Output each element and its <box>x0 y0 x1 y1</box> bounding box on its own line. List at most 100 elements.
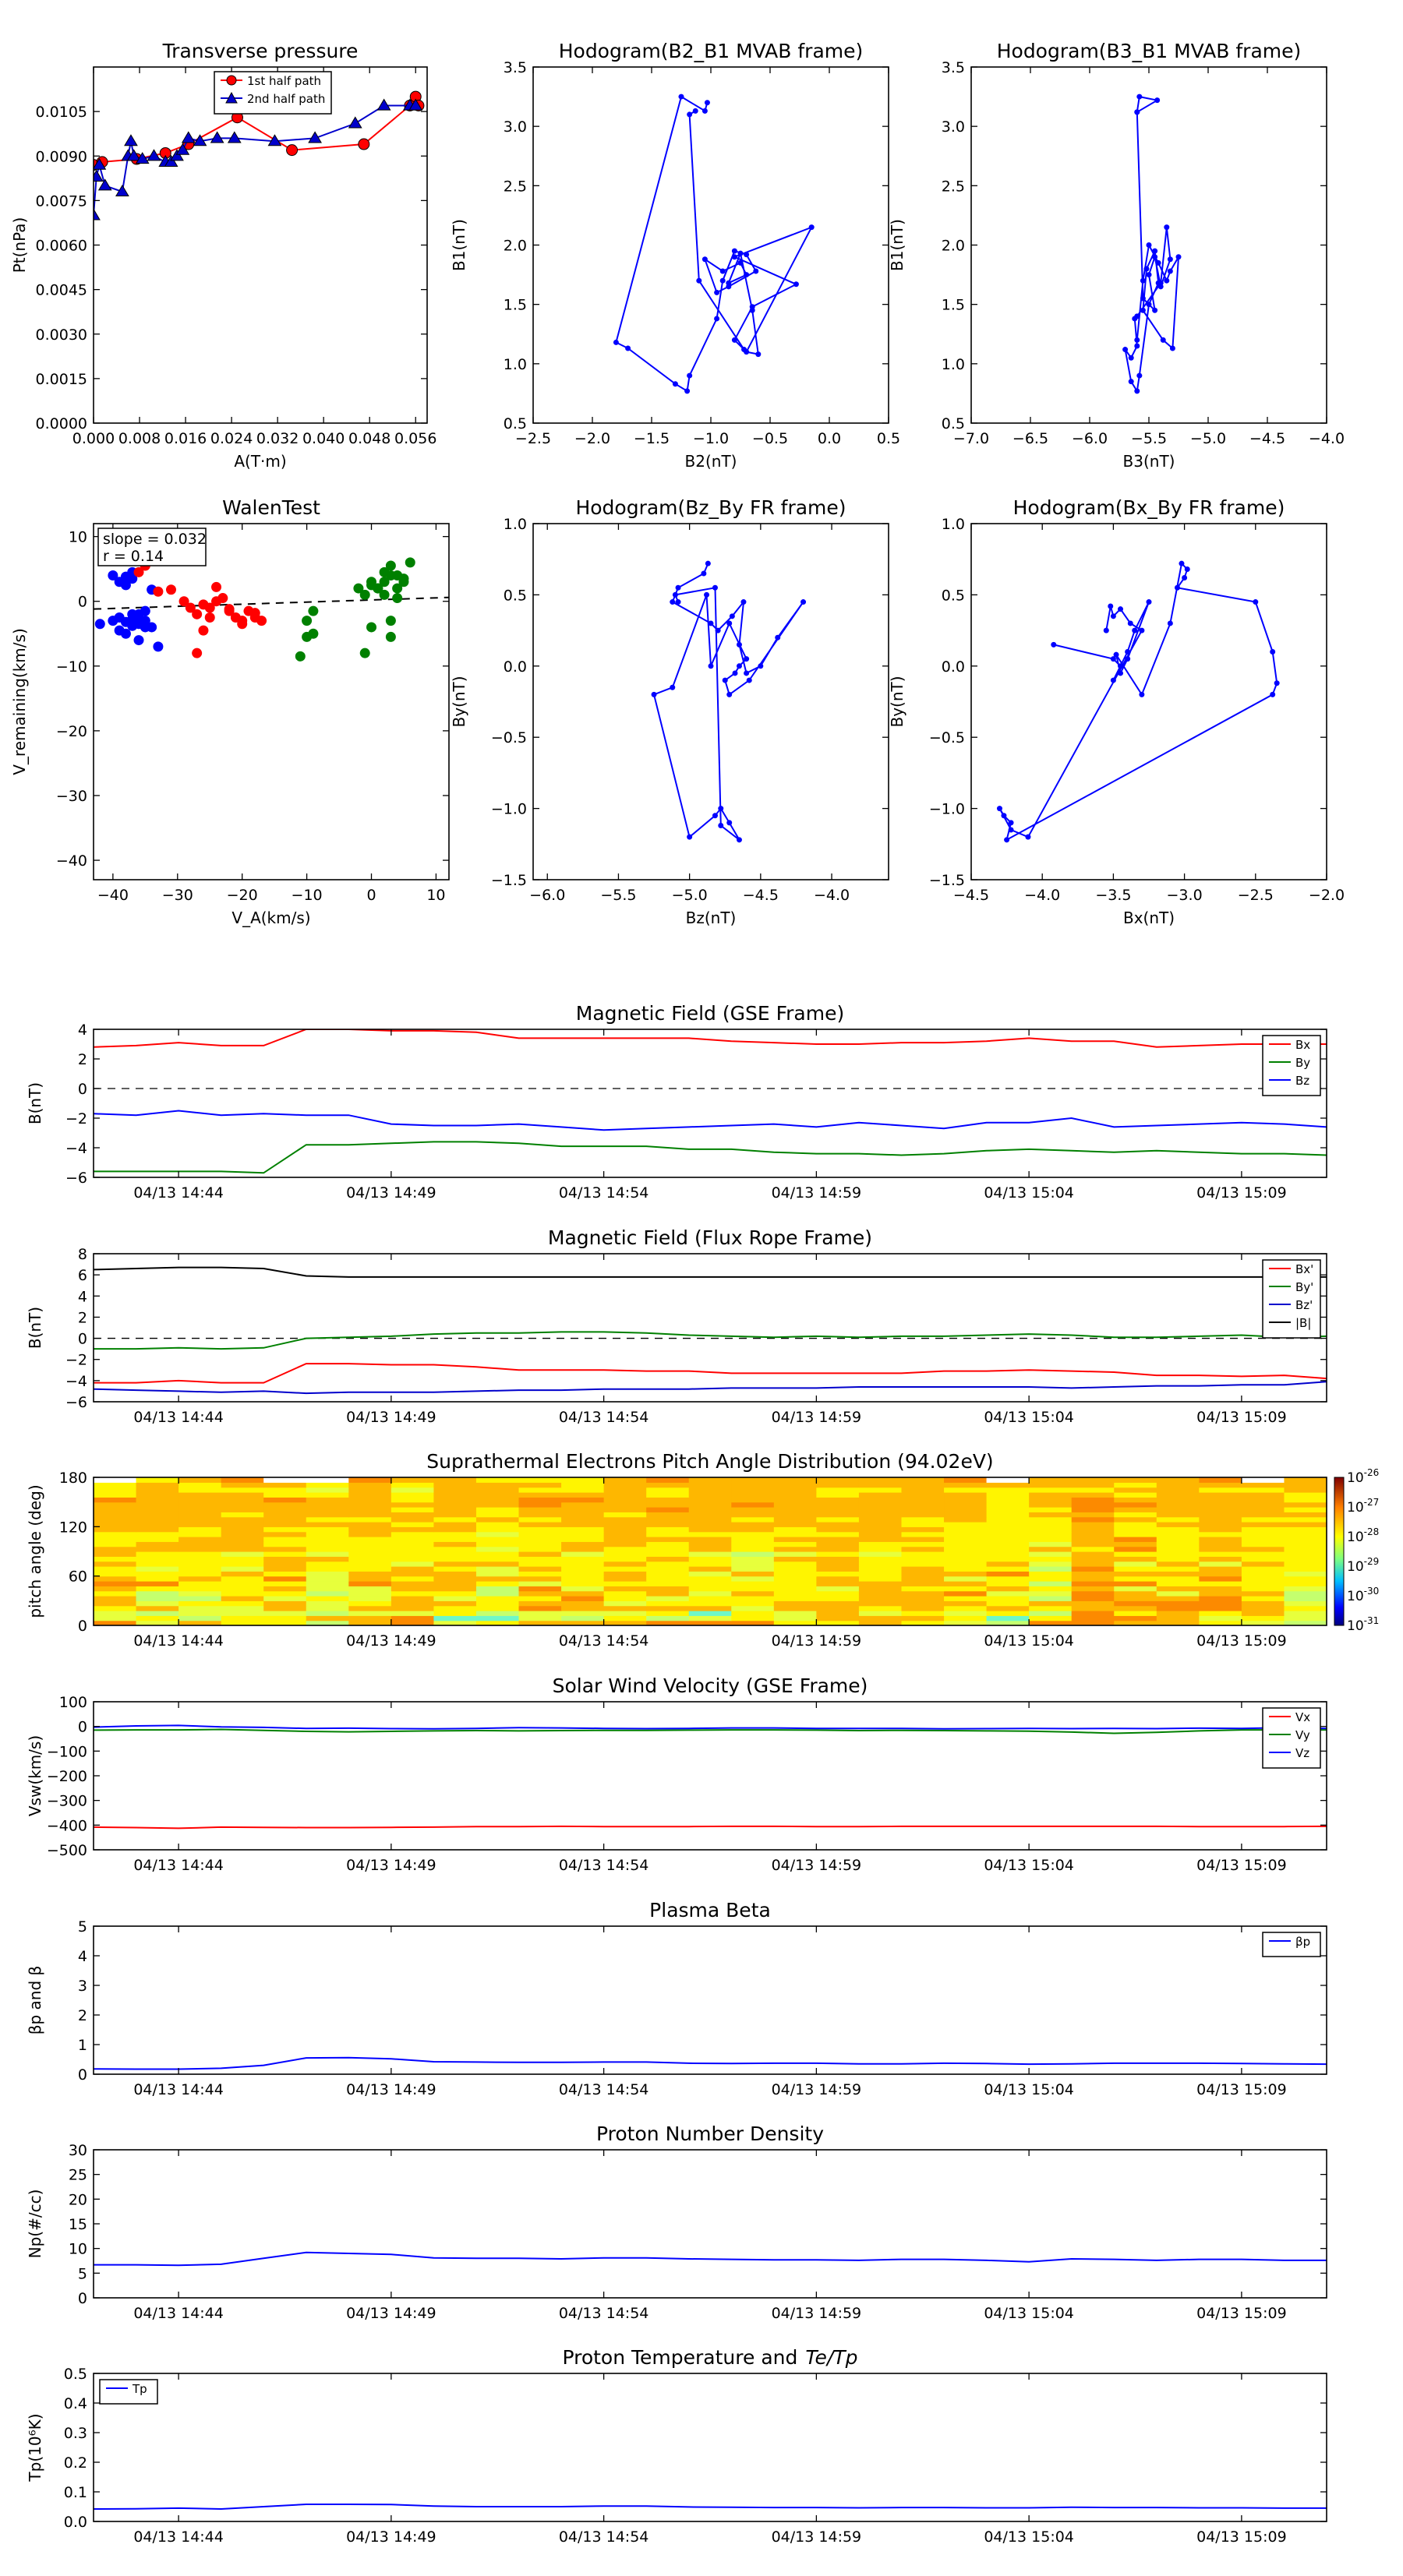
heatmap-cell <box>475 1501 520 1508</box>
data-point <box>1167 268 1173 274</box>
heatmap-cell <box>816 1522 860 1527</box>
heatmap-cell <box>178 1477 222 1483</box>
y-tick-label: 60 <box>69 1569 87 1586</box>
heatmap-cell <box>518 1581 562 1586</box>
plot-frame <box>93 1925 1327 2075</box>
plot-area <box>94 1266 1327 1395</box>
heatmap-cell <box>348 1487 392 1493</box>
data-point <box>211 581 222 592</box>
heatmap-cell <box>646 1501 690 1508</box>
heatmap-cell <box>263 1620 307 1625</box>
heatmap-cell <box>221 1512 264 1518</box>
data-point <box>753 268 759 274</box>
data-point <box>348 116 362 129</box>
y-tick-label: 2.5 <box>504 178 527 195</box>
heatmap-cell <box>433 1522 477 1527</box>
data-point <box>126 149 141 161</box>
heatmap-cell <box>773 1541 817 1547</box>
heatmap-cell <box>221 1620 264 1625</box>
x-tick-label: −2.5 <box>1238 887 1274 904</box>
heatmap-cell <box>1029 1537 1073 1542</box>
x-axis-label: A(T·m) <box>234 452 286 471</box>
heatmap-cell <box>858 1615 903 1621</box>
heatmap-cell <box>1199 1526 1242 1533</box>
data-point <box>996 806 1002 812</box>
heatmap-cell <box>561 1482 605 1488</box>
heatmap-cell <box>1114 1537 1157 1542</box>
heatmap-cell <box>1114 1492 1157 1498</box>
x-tick-label: 04/13 15:09 <box>1196 1184 1287 1202</box>
heatmap-cell <box>263 1590 307 1597</box>
chart-svg-h4: Hodogram(Bx_By FR frame) −4.5 −4.0 −3.5 −3.0… <box>888 496 1345 927</box>
heatmap-cell <box>603 1512 647 1518</box>
data-point <box>133 617 144 628</box>
heatmap-cell <box>986 1507 1030 1512</box>
heatmap-cell <box>816 1561 860 1567</box>
heatmap-cell <box>263 1507 307 1512</box>
heatmap-cell <box>433 1561 477 1567</box>
data-point <box>256 616 267 626</box>
heatmap-cell <box>178 1546 222 1552</box>
x-tick-label: −4.0 <box>1024 887 1060 904</box>
x-tick-label: 04/13 14:59 <box>772 1409 862 1426</box>
heatmap-cell <box>136 1556 179 1562</box>
heatmap-cell <box>1241 1531 1285 1537</box>
heatmap-cell <box>646 1571 690 1577</box>
heatmap-cell <box>306 1596 349 1601</box>
data-point <box>1139 691 1145 697</box>
data-point <box>127 609 138 619</box>
heatmap-cell <box>306 1581 349 1586</box>
heatmap-cell <box>986 1512 1030 1518</box>
data-point <box>1140 295 1146 302</box>
heatmap-cell <box>816 1576 860 1582</box>
heatmap-cell <box>433 1482 477 1488</box>
heatmap-cell <box>1284 1581 1327 1586</box>
legend-label: 1st half path <box>247 74 321 88</box>
heatmap-cell <box>433 1492 477 1498</box>
chart-panel-tpp: Proton Temperature and Te/Tp 04/13 14:44 04… <box>0 2334 1381 2576</box>
heatmap-cell <box>348 1541 392 1547</box>
data-point <box>1127 620 1133 626</box>
heatmap-cell <box>136 1571 179 1577</box>
heatmap-cell <box>178 1551 222 1557</box>
heatmap-cell <box>1029 1497 1073 1503</box>
data-point <box>124 134 138 146</box>
heatmap-cell <box>1199 1541 1242 1547</box>
heatmap-cell <box>858 1526 903 1533</box>
heatmap-cell <box>1241 1571 1285 1577</box>
plot-area <box>94 90 425 221</box>
heatmap-cell <box>518 1512 562 1518</box>
heatmap-cell <box>1114 1497 1157 1503</box>
heatmap-cell <box>773 1497 817 1503</box>
y-tick-label: 0.0 <box>504 658 527 676</box>
heatmap-cell <box>94 1507 137 1512</box>
heatmap-cell <box>688 1581 732 1586</box>
heatmap-cell <box>475 1477 520 1483</box>
x-tick-label: −10 <box>292 887 323 904</box>
heatmap-cell <box>901 1546 945 1552</box>
heatmap-cell <box>348 1531 392 1537</box>
data-point <box>672 591 678 598</box>
data-point <box>398 573 409 584</box>
heatmap-cell <box>901 1512 945 1518</box>
chart-svg-h3: Hodogram(Bz_By FR frame) −6.0 −5.5 −5.0 −4.5… <box>450 496 889 927</box>
heatmap-cell <box>858 1512 903 1518</box>
heatmap-cell <box>433 1600 477 1607</box>
heatmap-cell <box>1199 1590 1242 1597</box>
heatmap-cell <box>944 1581 988 1586</box>
heatmap-cell <box>1029 1501 1073 1508</box>
heatmap-cell <box>1029 1611 1073 1616</box>
heatmap-cell <box>1284 1526 1327 1533</box>
heatmap-cell <box>433 1611 477 1616</box>
heatmap-cell <box>986 1526 1030 1533</box>
heatmap-cell <box>944 1596 988 1601</box>
heatmap-cell <box>603 1546 647 1552</box>
heatmap-cell <box>1156 1605 1200 1611</box>
heatmap-cell <box>1156 1541 1200 1547</box>
heatmap-cell <box>561 1522 605 1527</box>
heatmap-cell <box>1071 1566 1115 1572</box>
heatmap-cell <box>178 1516 222 1523</box>
legend: Bx By Bz <box>1262 1035 1321 1096</box>
heatmap-cell <box>391 1581 435 1586</box>
heatmap-cell <box>475 1581 520 1586</box>
